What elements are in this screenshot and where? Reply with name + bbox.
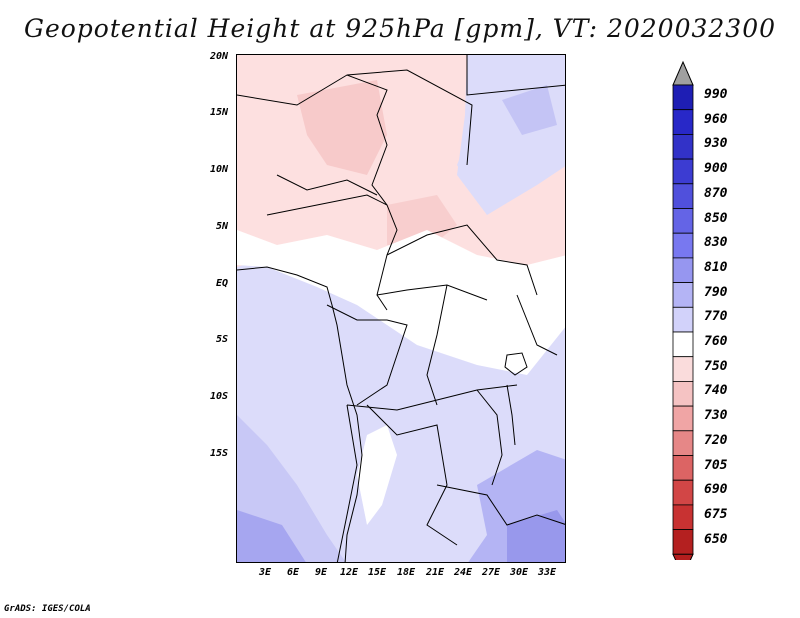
legend-label: 760 xyxy=(704,334,728,349)
country-borders xyxy=(237,55,565,562)
legend-swatch xyxy=(672,282,694,308)
color-legend xyxy=(672,60,694,560)
legend-label: 900 xyxy=(704,161,728,177)
legend-swatch xyxy=(672,158,694,185)
lat-label: EQ xyxy=(215,278,228,289)
legend-swatch xyxy=(672,405,694,432)
legend-swatch xyxy=(672,84,694,111)
legend-swatch xyxy=(672,455,694,481)
legend-swatch xyxy=(672,504,694,530)
legend-label: 790 xyxy=(704,284,728,300)
legend-label: 930 xyxy=(704,136,728,152)
legend-swatch xyxy=(672,109,694,135)
legend-swatch xyxy=(672,529,694,555)
legend-label: 770 xyxy=(704,309,728,325)
map-panel xyxy=(236,54,566,563)
legend-swatch xyxy=(672,430,694,456)
legend-label: 720 xyxy=(704,432,728,448)
pink-darker-region xyxy=(297,80,387,175)
lon-label: 9E xyxy=(314,567,328,578)
lon-label: 12E xyxy=(339,567,359,578)
legend-label: 850 xyxy=(704,210,728,226)
lon-label: 21E xyxy=(425,567,445,578)
legend-swatch xyxy=(672,380,694,407)
coastline xyxy=(237,266,363,562)
legend-swatch xyxy=(672,257,694,283)
blue-sw-dark xyxy=(237,510,306,562)
legend-label: 690 xyxy=(704,482,728,498)
chart-title: Geopotential Height at 925hPa [gpm], VT:… xyxy=(23,14,777,43)
lat-label: 20N xyxy=(209,51,228,62)
lon-label: 24E xyxy=(453,567,473,578)
lon-label: 30E xyxy=(509,567,529,578)
white-band xyxy=(237,230,565,375)
legend-label: 650 xyxy=(704,531,728,547)
lon-label: 33E xyxy=(537,567,557,578)
legend-swatch xyxy=(672,356,694,382)
footer-credit: GrADS: IGES/COLA xyxy=(4,604,91,614)
lon-label: 6E xyxy=(286,567,300,578)
map-canvas xyxy=(237,55,565,562)
legend-label: 705 xyxy=(704,457,728,473)
legend-label: 960 xyxy=(704,111,728,127)
lat-label: 5N xyxy=(215,221,228,232)
legend-label: 730 xyxy=(704,408,728,424)
legend-label: 870 xyxy=(704,185,728,201)
legend-label: 810 xyxy=(704,259,728,275)
legend-swatch xyxy=(672,208,694,234)
legend-bottom-arrow xyxy=(672,553,694,560)
legend-top-arrow xyxy=(672,60,694,86)
lake-tanganyika xyxy=(506,384,516,446)
lat-label: 10N xyxy=(209,164,228,175)
lon-label: 27E xyxy=(481,567,501,578)
legend-label: 675 xyxy=(704,506,728,522)
legend-swatch xyxy=(672,479,694,506)
white-spots xyxy=(357,425,397,525)
legend-swatch xyxy=(672,331,694,358)
legend-label: 830 xyxy=(704,235,728,251)
lat-label: 10S xyxy=(209,391,228,402)
blue-ne-dark xyxy=(502,85,557,135)
legend-swatch xyxy=(672,134,694,160)
legend-label: 750 xyxy=(704,358,728,374)
blue-se-dark xyxy=(507,510,565,562)
legend-swatch xyxy=(672,306,694,333)
lat-label: 5S xyxy=(215,334,228,345)
lat-label: 15S xyxy=(209,448,228,459)
legend-label: 990 xyxy=(704,87,728,102)
lon-label: 15E xyxy=(367,567,387,578)
lon-label: 3E xyxy=(258,567,272,578)
lon-label: 18E xyxy=(396,567,416,578)
lake-victoria xyxy=(504,352,528,376)
legend-label: 740 xyxy=(704,383,728,399)
lat-label: 15N xyxy=(209,107,228,118)
legend-swatch xyxy=(672,232,694,259)
legend-swatch xyxy=(672,183,694,209)
